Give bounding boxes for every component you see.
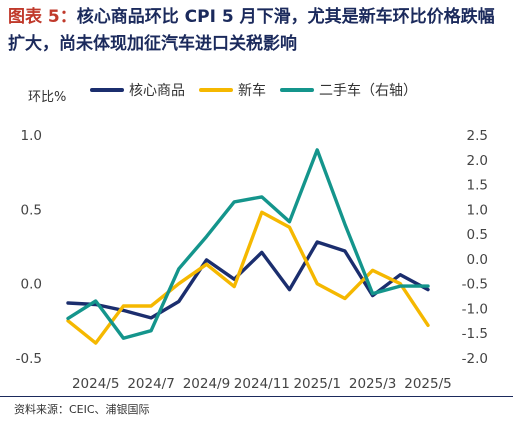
legend-swatch-used-car [280,88,314,92]
y-left-tick-label: 0.0 [21,277,42,293]
legend-label-used-car: 二手车（右轴） [319,83,417,99]
y-axis-unit-label: 环比% [28,90,67,105]
y-right-tick-label: 2.5 [467,128,488,144]
x-tick-label: 2024/5 [72,376,120,392]
y-left-tick-label: 1.0 [21,128,42,144]
y-left-tick-label: -0.5 [16,351,42,367]
y-left-tick-label: 0.5 [21,202,42,218]
legend-item-core-goods: 核心商品 [90,80,185,100]
series-line-new-car [66,210,430,345]
y-right-tick-label: 0.5 [467,227,488,243]
legend-item-used-car: 二手车（右轴） [280,80,417,100]
line-chart: 1.0 0.5 0.0 -0.5 2.5 2.0 1.5 1.0 0.5 0.0 -0.5 -1.0 -… [16,128,488,392]
x-tick-label: 2024/9 [183,376,231,392]
legend-swatch-new-car [199,88,233,92]
y-right-tick-label: 1.5 [467,178,488,194]
title-text: 核心商品环比 CPI 5 月下滑，尤其是新车环比价格跌幅扩大，尚未体现加征汽车进… [8,7,495,54]
legend-label-core-goods: 核心商品 [129,83,185,99]
y-right-tick-label: 0.0 [467,252,488,268]
x-tick-label: 2025/5 [404,376,452,392]
y-right-tick-label: -2.0 [462,351,488,367]
series-line-core-goods [66,240,430,320]
x-tick-label: 2025/3 [349,376,397,392]
figure-label: 图表 5： [8,7,77,27]
source-note: 资料来源：CEIC、浦银国际 [14,403,150,416]
x-tick-label: 2024/7 [127,376,175,392]
legend: 核心商品 新车 二手车（右轴） [90,80,417,100]
y-right-tick-label: -1.5 [462,326,488,342]
x-tick-label: 2025/1 [293,376,341,392]
legend-label-new-car: 新车 [238,83,266,99]
x-tick-label: 2024/11 [234,376,290,392]
y-right-tick-label: -0.5 [462,277,488,293]
legend-item-new-car: 新车 [199,80,266,100]
series-line-used-car [66,148,430,340]
y-right-tick-label: -1.0 [462,301,488,317]
chart-title: 图表 5：核心商品环比 CPI 5 月下滑，尤其是新车环比价格跌幅扩大，尚未体现… [8,4,508,58]
y-right-tick-label: 2.0 [467,153,488,169]
legend-swatch-core-goods [90,88,124,92]
footer-divider [0,396,513,397]
y-right-tick-label: 1.0 [467,202,488,218]
